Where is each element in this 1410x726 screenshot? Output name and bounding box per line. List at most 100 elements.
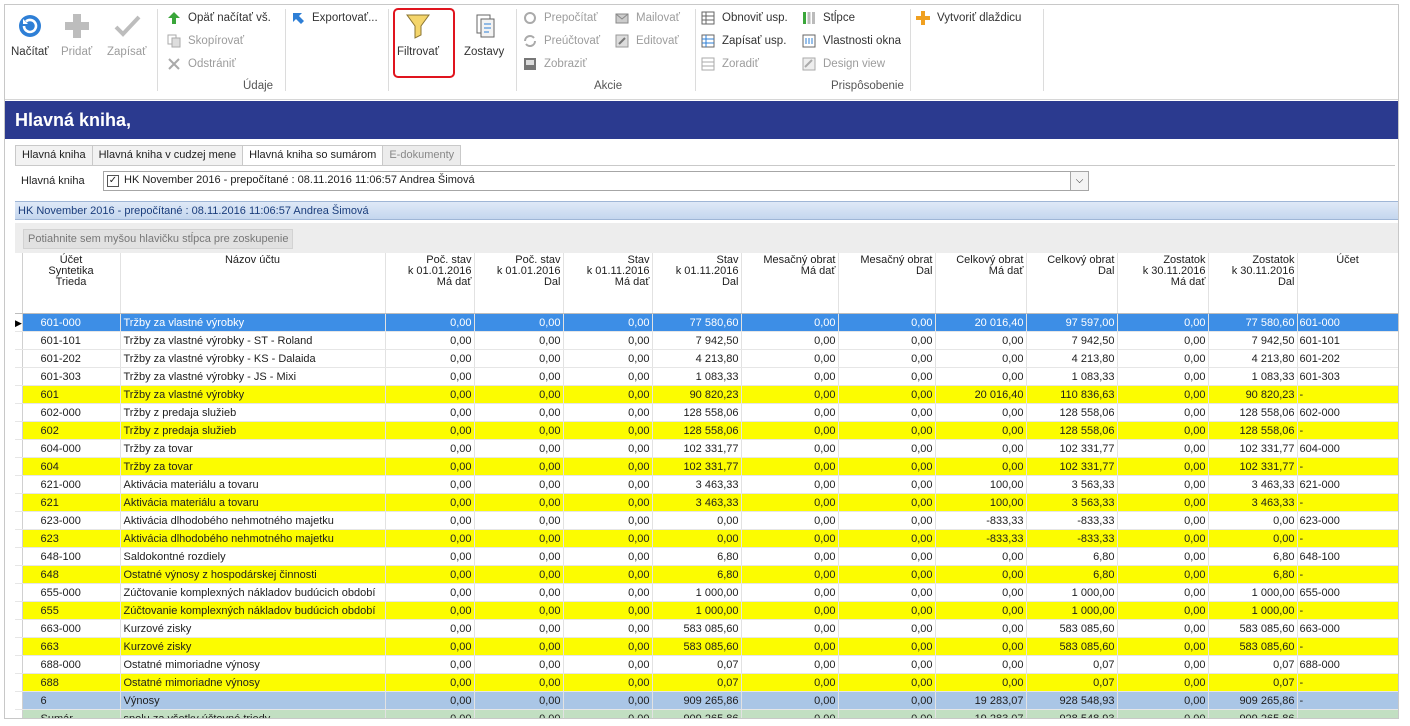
table-cell[interactable]: 688-000 xyxy=(1297,655,1398,674)
table-cell[interactable]: 1 083,33 xyxy=(1208,367,1298,386)
table-cell[interactable]: Ostatné výnosy z hospodárskej činnosti xyxy=(120,565,386,584)
add-button[interactable]: Pridať xyxy=(61,11,92,58)
table-cell[interactable]: 0,07 xyxy=(1208,673,1298,692)
table-cell[interactable]: 0,00 xyxy=(838,637,936,656)
table-cell[interactable]: 0,00 xyxy=(935,457,1027,476)
table-cell[interactable]: 0,00 xyxy=(474,637,564,656)
table-row[interactable]: 601-101 Tržby za vlastné výrobky - ST - R… xyxy=(15,331,1398,350)
filter-button[interactable]: Filtrovať xyxy=(397,11,439,58)
table-cell[interactable]: 0,00 xyxy=(385,493,475,512)
table-cell[interactable]: 0,00 xyxy=(474,691,564,710)
table-cell[interactable]: 0,00 xyxy=(838,457,936,476)
table-cell[interactable]: 928 548,93 xyxy=(1026,709,1118,718)
table-cell[interactable]: 601-000 xyxy=(1297,313,1398,332)
table-cell[interactable]: Sumár xyxy=(22,709,121,718)
table-cell[interactable]: 0,00 xyxy=(385,331,475,350)
table-cell[interactable]: 3 463,33 xyxy=(652,493,742,512)
table-cell[interactable]: 0,00 xyxy=(474,709,564,718)
design-view-button[interactable]: Design view xyxy=(802,55,885,73)
table-row[interactable]: 6 Výnosy 0,00 0,00 0,00 909 265,86 0,00 0,00 19 … xyxy=(15,691,1398,710)
table-cell[interactable]: 4 213,80 xyxy=(652,349,742,368)
col-closing-debit[interactable]: Zostatok k 30.11.2016 Má dať xyxy=(1117,253,1209,314)
table-cell[interactable]: Výnosy xyxy=(120,691,386,710)
table-row[interactable]: 623-000 Aktivácia dlhodobého nehmotného m… xyxy=(15,511,1398,530)
table-cell[interactable]: 0,00 xyxy=(385,619,475,638)
table-cell[interactable]: 1 000,00 xyxy=(1208,601,1298,620)
table-cell[interactable]: 688-000 xyxy=(22,655,121,674)
table-cell[interactable]: 0,00 xyxy=(741,637,839,656)
row-indicator[interactable] xyxy=(15,583,23,602)
row-indicator[interactable] xyxy=(15,619,23,638)
table-cell[interactable]: Tržby z predaja služieb xyxy=(120,421,386,440)
col-monthly-credit[interactable]: Mesačný obrat Dal xyxy=(838,253,936,314)
table-cell[interactable]: spolu za všetky účtovné triedy xyxy=(120,709,386,718)
table-cell[interactable]: 102 331,77 xyxy=(1026,457,1118,476)
table-cell[interactable]: Zúčtovanie komplexných nákladov budúcich… xyxy=(120,583,386,602)
table-cell[interactable]: 0,00 xyxy=(563,619,653,638)
table-cell[interactable]: 4 213,80 xyxy=(1026,349,1118,368)
table-row[interactable]: 601-202 Tržby za vlastné výrobky - KS - D… xyxy=(15,349,1398,368)
table-cell[interactable]: Zúčtovanie komplexných nákladov budúcich… xyxy=(120,601,386,620)
table-cell[interactable]: 0,00 xyxy=(1117,493,1209,512)
col-total-credit[interactable]: Celkový obrat Dal xyxy=(1026,253,1118,314)
row-indicator[interactable] xyxy=(15,349,23,368)
table-cell[interactable]: 0,00 xyxy=(838,421,936,440)
table-cell[interactable]: 0,00 xyxy=(935,403,1027,422)
table-cell[interactable]: 655-000 xyxy=(22,583,121,602)
table-cell[interactable]: 0,00 xyxy=(838,349,936,368)
table-cell[interactable]: 0,00 xyxy=(838,313,936,332)
create-tile-button[interactable]: Vytvoriť dlaždicu xyxy=(916,9,1021,27)
table-cell[interactable]: 0,00 xyxy=(741,547,839,566)
table-cell[interactable]: 100,00 xyxy=(935,493,1027,512)
table-cell[interactable]: 0,07 xyxy=(652,655,742,674)
table-cell[interactable]: 7 942,50 xyxy=(1208,331,1298,350)
table-cell[interactable]: Tržby za vlastné výrobky - KS - Dalaida xyxy=(120,349,386,368)
table-cell[interactable]: 909 265,86 xyxy=(1208,691,1298,710)
row-indicator[interactable] xyxy=(15,439,23,458)
table-cell[interactable]: 0,00 xyxy=(563,475,653,494)
table-row[interactable]: 655-000 Zúčtovanie komplexných nákladov b… xyxy=(15,583,1398,602)
table-cell[interactable]: 102 331,77 xyxy=(652,457,742,476)
table-cell[interactable]: 0,00 xyxy=(741,565,839,584)
table-cell[interactable]: 77 580,60 xyxy=(652,313,742,332)
table-cell[interactable]: 19 283,07 xyxy=(935,709,1027,718)
table-row[interactable]: Sumár spolu za všetky účtovné triedy 0,00 0… xyxy=(15,709,1398,718)
table-cell[interactable]: 688 xyxy=(22,673,121,692)
table-cell[interactable]: 0,00 xyxy=(741,493,839,512)
table-cell[interactable]: 0,00 xyxy=(385,511,475,530)
table-cell[interactable]: 0,00 xyxy=(935,601,1027,620)
table-cell[interactable]: 0,00 xyxy=(838,547,936,566)
table-cell[interactable]: 100,00 xyxy=(935,475,1027,494)
table-cell[interactable]: 0,00 xyxy=(935,547,1027,566)
table-cell[interactable]: 0,00 xyxy=(474,655,564,674)
table-cell[interactable]: 0,07 xyxy=(1026,655,1118,674)
table-cell[interactable]: 0,00 xyxy=(1117,691,1209,710)
table-cell[interactable]: 1 000,00 xyxy=(652,601,742,620)
table-cell[interactable]: 655 xyxy=(22,601,121,620)
table-cell[interactable]: 0,00 xyxy=(1117,565,1209,584)
table-cell[interactable]: 0,00 xyxy=(563,691,653,710)
table-cell[interactable]: 0,00 xyxy=(1117,313,1209,332)
table-cell[interactable]: 128 558,06 xyxy=(652,421,742,440)
table-cell[interactable]: 0,00 xyxy=(1117,583,1209,602)
table-cell[interactable]: 0,00 xyxy=(652,511,742,530)
table-cell[interactable]: 0,00 xyxy=(385,565,475,584)
table-row[interactable]: 604 Tržby za tovar 0,00 0,00 0,00 102 331,77 0… xyxy=(15,457,1398,476)
table-cell[interactable]: 0,00 xyxy=(1117,385,1209,404)
table-cell[interactable]: 0,00 xyxy=(1117,637,1209,656)
table-cell[interactable]: 0,00 xyxy=(1117,619,1209,638)
table-cell[interactable]: -833,33 xyxy=(935,511,1027,530)
table-row[interactable]: 663 Kurzové zisky 0,00 0,00 0,00 583 085,60 0,… xyxy=(15,637,1398,656)
table-cell[interactable]: 0,00 xyxy=(474,565,564,584)
table-cell[interactable]: 0,00 xyxy=(385,367,475,386)
table-cell[interactable]: 6,80 xyxy=(1208,547,1298,566)
table-cell[interactable]: 0,00 xyxy=(1117,475,1209,494)
table-cell[interactable]: 0,00 xyxy=(741,457,839,476)
table-cell[interactable]: 583 085,60 xyxy=(1208,619,1298,638)
table-cell[interactable]: - xyxy=(1297,637,1398,656)
table-cell[interactable]: 909 265,86 xyxy=(1208,709,1298,718)
table-cell[interactable]: 0,00 xyxy=(474,349,564,368)
sort-button[interactable]: Zoradiť xyxy=(701,55,759,73)
row-indicator[interactable] xyxy=(15,421,23,440)
table-cell[interactable]: 601 xyxy=(22,385,121,404)
